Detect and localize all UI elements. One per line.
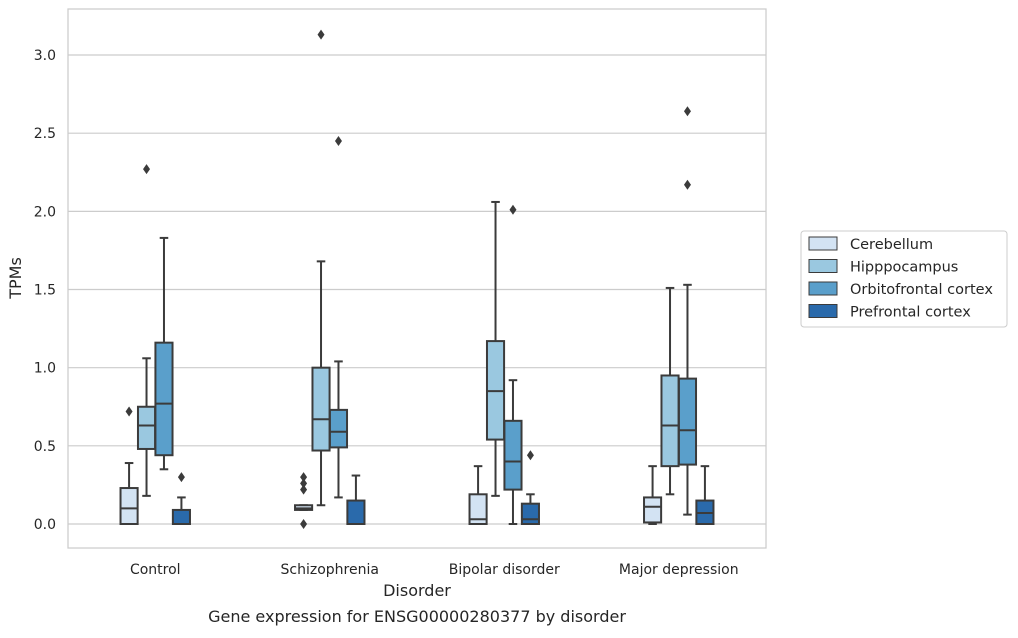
y-tick-label: 2.5 [34,126,56,142]
box-1-1 [311,29,331,507]
box-3-2 [520,450,540,525]
box-0-3 [643,465,663,525]
legend-label: Prefrontal cortex [850,305,971,321]
outlier-point [683,179,691,190]
y-axis-label: TPMs [6,257,25,300]
legend: Cerebellum Hipppocampus Orbitofrontal cort… [800,230,1008,328]
outlier-point [509,204,517,215]
y-tick-label: 1.5 [34,283,56,299]
box-iqr [311,366,331,452]
legend-label: Orbitofrontal cortex [850,282,993,298]
outlier-point [300,472,308,483]
y-tick-labels: 0.0 0.5 1.0 1.5 2.0 2.5 3.0 [34,48,56,533]
outlier-point [300,478,308,489]
box-3-0 [171,472,191,525]
box-iqr [468,493,488,526]
x-tick-label: Bipolar disorder [449,562,560,578]
outlier-point [125,406,133,417]
x-tick-label: Control [130,562,181,578]
box-2-2 [503,204,523,525]
box-3-1 [346,474,366,526]
x-axis-label: Disorder [383,581,451,600]
outlier-point [300,484,308,495]
y-tick-label: 1.0 [34,361,56,377]
box-iqr [643,496,663,524]
box-iqr [520,502,540,525]
legend-label: Hipppocampus [850,260,958,276]
outlier-point [143,164,151,175]
legend-swatch [808,259,838,273]
box-2-1 [328,135,349,499]
box-iqr [328,408,349,449]
box-2-3 [677,106,698,516]
legend-frame [800,230,1008,328]
legend-swatch [808,281,838,296]
box-iqr [154,341,174,457]
box-1-3 [660,286,680,496]
grid-layer [68,54,766,525]
box-iqr [171,508,191,525]
marks-layer [119,29,715,529]
box-0-2 [468,465,488,526]
box-iqr [677,377,698,466]
box-iqr [136,405,157,450]
box-iqr [346,499,366,526]
outlier-point [300,519,308,529]
y-tick-label: 0.5 [34,439,56,455]
outlier-point [177,472,185,483]
outlier-point [526,450,534,461]
box-3-3 [695,465,715,526]
outlier-point [317,29,325,40]
legend-label: Cerebellum [850,237,933,253]
x-tick-label: Schizophrenia [281,562,379,578]
y-tick-label: 2.0 [34,204,56,220]
box-1-2 [485,200,506,497]
figure-caption: Gene expression for ENSG00000280377 by d… [208,607,626,626]
legend-swatch [808,304,838,318]
legend-items: Cerebellum Hipppocampus Orbitofrontal cort… [808,236,993,321]
box-iqr [503,419,523,491]
box-0-1 [294,472,314,529]
box-0-0 [119,406,139,525]
y-tick-label: 3.0 [34,48,56,64]
plot-frame [67,8,767,549]
outlier-point [334,135,342,146]
y-tick-label: 0.0 [34,517,56,533]
legend-swatch [808,236,838,251]
box-2-0 [154,236,174,471]
box-iqr [660,374,680,468]
x-tick-label: Major depression [619,562,739,578]
box-iqr [119,487,139,525]
outlier-point [683,106,691,117]
box-1-0 [136,164,157,497]
x-tick-labels: Control Schizophrenia Bipolar disorder Majo… [130,562,739,578]
